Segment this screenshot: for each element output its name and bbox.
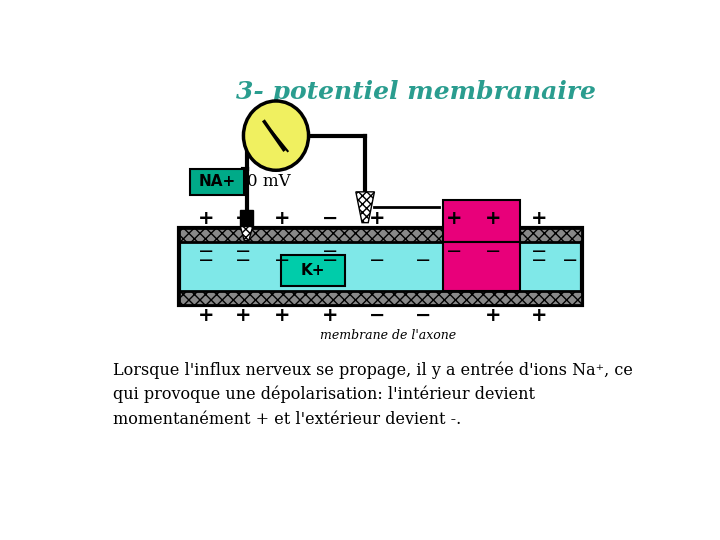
Text: NA+: NA+: [199, 174, 235, 190]
Text: +: +: [322, 306, 338, 325]
Text: +: +: [274, 306, 290, 325]
Text: membrane de l'axone: membrane de l'axone: [320, 329, 456, 342]
Bar: [179, 228, 582, 242]
Text: K+: K+: [301, 263, 325, 278]
Text: −: −: [322, 210, 338, 228]
FancyBboxPatch shape: [190, 168, 244, 195]
Text: −: −: [235, 251, 251, 270]
Text: −: −: [531, 251, 548, 270]
Text: +: +: [485, 210, 501, 228]
Polygon shape: [356, 192, 374, 222]
Text: −: −: [369, 251, 385, 270]
Text: −: −: [274, 251, 290, 270]
Text: +: +: [531, 210, 548, 228]
Text: 0 mV: 0 mV: [248, 173, 291, 190]
Text: +: +: [531, 306, 548, 325]
Text: +: +: [198, 210, 215, 228]
Bar: [240, 210, 253, 226]
Ellipse shape: [243, 101, 309, 170]
Bar: [443, 200, 520, 242]
Text: 3- potentiel membranaire: 3- potentiel membranaire: [235, 80, 595, 104]
Text: −: −: [198, 251, 215, 270]
Text: +: +: [446, 210, 462, 228]
Text: −: −: [322, 241, 338, 261]
Text: −: −: [415, 251, 431, 270]
Text: qui provoque une dépolarisation: l'intérieur devient: qui provoque une dépolarisation: l'intér…: [113, 386, 535, 403]
Text: −: −: [446, 241, 462, 261]
Text: +: +: [485, 306, 501, 325]
Text: +: +: [235, 210, 252, 228]
Bar: [443, 242, 520, 291]
Text: −: −: [531, 241, 548, 261]
Bar: [179, 228, 582, 305]
Text: −: −: [562, 251, 579, 270]
Text: +: +: [198, 306, 215, 325]
Text: +: +: [274, 210, 290, 228]
Polygon shape: [240, 226, 253, 240]
Text: −: −: [485, 241, 501, 261]
FancyBboxPatch shape: [282, 255, 345, 286]
Text: −: −: [415, 306, 431, 325]
Text: −: −: [198, 241, 215, 261]
Text: +: +: [369, 210, 385, 228]
Bar: [179, 291, 582, 305]
Text: +: +: [235, 306, 252, 325]
Text: −: −: [235, 241, 251, 261]
Text: momentanément + et l'extérieur devient -.: momentanément + et l'extérieur devient -…: [113, 410, 462, 428]
Text: −: −: [369, 306, 385, 325]
Text: −: −: [322, 251, 338, 270]
Text: Lorsque l'influx nerveux se propage, il y a entrée d'ions Na⁺, ce: Lorsque l'influx nerveux se propage, il …: [113, 361, 633, 379]
